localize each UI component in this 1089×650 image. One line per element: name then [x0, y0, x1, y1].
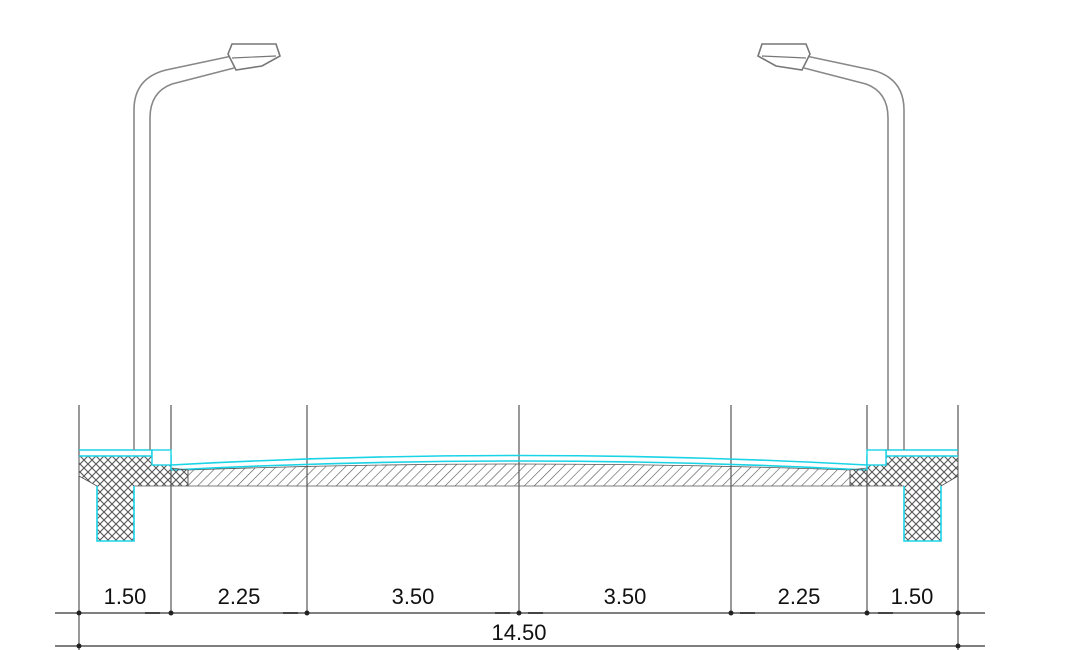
extension-lines — [78, 405, 959, 650]
dimension-lines — [55, 610, 985, 649]
right-curb — [849, 449, 959, 542]
left-curb — [78, 449, 189, 542]
dimension-labels: 1.50 2.25 3.50 3.50 2.25 1.50 14.50 — [104, 584, 934, 645]
dim-shoulder-left: 2.25 — [218, 584, 261, 609]
left-lamp-post — [133, 43, 281, 450]
right-lamp-post — [757, 43, 905, 450]
dim-lane-right: 3.50 — [604, 584, 647, 609]
dim-total-width: 14.50 — [491, 620, 546, 645]
dim-lane-left: 3.50 — [392, 584, 435, 609]
dim-sidewalk-right: 1.50 — [891, 584, 934, 609]
dim-shoulder-right: 2.25 — [778, 584, 821, 609]
dim-sidewalk-left: 1.50 — [104, 584, 147, 609]
deck-slab — [170, 454, 868, 487]
